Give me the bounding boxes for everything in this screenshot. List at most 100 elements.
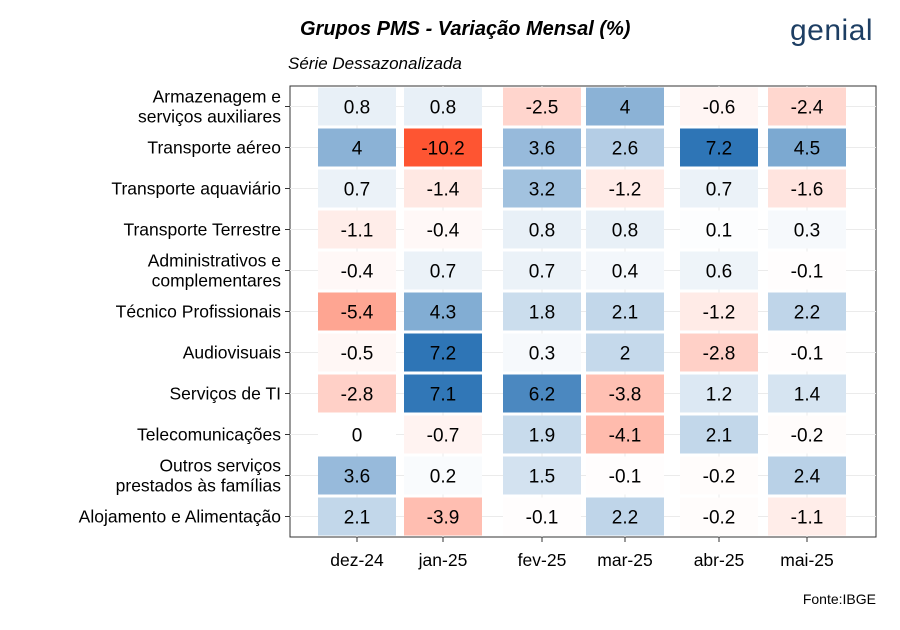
- y-tick-label: Audiovisuais: [183, 343, 281, 363]
- heatmap-cell: [503, 128, 581, 167]
- heatmap-cell: [318, 456, 396, 495]
- cell-value-label: -1.2: [609, 180, 642, 201]
- y-tick-label: Técnico Profissionais: [116, 302, 282, 322]
- cell-value-label: 0.2: [430, 467, 456, 488]
- cell-value-label: 2.2: [794, 303, 820, 324]
- heatmap-cell: [768, 87, 846, 126]
- cell-value-label: -0.1: [526, 508, 559, 529]
- cell-value-label: 1.5: [529, 467, 555, 488]
- cell-value-label: 0.7: [430, 262, 456, 283]
- cell-value-label: 4: [620, 98, 631, 119]
- cell-value-label: 4: [352, 139, 363, 160]
- heatmap-cell: [503, 169, 581, 208]
- cell-value-label: 0.1: [706, 221, 732, 242]
- heatmap-cell: [680, 292, 758, 331]
- heatmap-cell: [768, 333, 846, 372]
- heatmap-cell: [318, 415, 396, 454]
- heatmap-cell: [680, 497, 758, 536]
- cell-value-label: 2.4: [794, 467, 821, 488]
- cell-value-label: 6.2: [529, 385, 555, 406]
- x-tick-label: mar-25: [597, 550, 652, 570]
- cell-value-label: -2.5: [526, 98, 559, 119]
- cell-value-label: 3.2: [529, 180, 555, 201]
- source-caption: Fonte:IBGE: [802, 591, 876, 607]
- heatmap-cell: [586, 374, 664, 413]
- heatmap-cell: [586, 210, 664, 249]
- heatmap-cell: [503, 497, 581, 536]
- cell-value-label: -2.4: [791, 98, 824, 119]
- heatmap-cell: [768, 251, 846, 290]
- heatmap-cell: [503, 210, 581, 249]
- heatmap-cell: [404, 497, 482, 536]
- cell-value-label: -1.1: [791, 508, 824, 529]
- cell-value-label: 0.7: [706, 180, 732, 201]
- y-tick-label: Outros serviços prestados às famílias: [116, 456, 282, 496]
- heatmap-cell: [318, 374, 396, 413]
- cell-value-label: -1.2: [703, 303, 736, 324]
- cell-value-label: -3.9: [427, 508, 460, 529]
- cell-value-label: 3.6: [529, 139, 555, 160]
- heatmap-cell: [318, 497, 396, 536]
- heatmap-cell: [680, 169, 758, 208]
- cell-value-label: -0.5: [341, 344, 374, 365]
- heatmap-cell: [586, 87, 664, 126]
- cell-value-label: 1.4: [794, 385, 821, 406]
- heatmap-cell: [318, 128, 396, 167]
- y-tick-label: Transporte aéreo: [147, 138, 281, 158]
- heatmap-cell: [586, 415, 664, 454]
- cell-value-label: 0.6: [706, 262, 732, 283]
- cell-value-label: 2.6: [612, 139, 638, 160]
- cell-value-label: 0.3: [529, 344, 555, 365]
- cell-value-label: -0.2: [791, 426, 824, 447]
- heatmap-cell: [768, 374, 846, 413]
- heatmap-cell: [503, 87, 581, 126]
- heatmap-cell: [768, 128, 846, 167]
- cell-value-label: 7.2: [430, 344, 456, 365]
- cell-value-label: -0.1: [791, 262, 824, 283]
- heatmap-cell: [503, 333, 581, 372]
- y-tick-label: Telecomunicações: [137, 425, 281, 445]
- heatmap-cell: [768, 415, 846, 454]
- cell-value-label: -2.8: [703, 344, 736, 365]
- cell-value-label: -5.4: [341, 303, 374, 324]
- cell-value-label: 0.8: [344, 98, 370, 119]
- cell-value-label: -0.6: [703, 98, 736, 119]
- heatmap-cell: [318, 169, 396, 208]
- cell-value-label: 0.8: [430, 98, 456, 119]
- heatmap-cell: [586, 169, 664, 208]
- cell-value-label: 0.4: [612, 262, 639, 283]
- cell-value-label: 7.2: [706, 139, 732, 160]
- cell-value-label: -0.7: [427, 426, 460, 447]
- cell-value-label: 2.1: [612, 303, 638, 324]
- x-tick-label: abr-25: [694, 550, 745, 570]
- heatmap-cell: [318, 292, 396, 331]
- heatmap-cell: [404, 169, 482, 208]
- heatmap-cell: [680, 456, 758, 495]
- heatmap-cell: [503, 374, 581, 413]
- cell-value-label: 1.2: [706, 385, 732, 406]
- cell-value-label: 4.3: [430, 303, 456, 324]
- heatmap-cell: [404, 374, 482, 413]
- cell-value-label: -1.4: [427, 180, 460, 201]
- cell-value-label: 0.3: [794, 221, 820, 242]
- heatmap-cell: [680, 251, 758, 290]
- cell-value-label: 2: [620, 344, 631, 365]
- heatmap-cell: [768, 169, 846, 208]
- heatmap-cell: [503, 292, 581, 331]
- cell-value-label: 0.8: [529, 221, 555, 242]
- x-tick-label: dez-24: [330, 550, 384, 570]
- cell-value-label: 4.5: [794, 139, 820, 160]
- heatmap-cell: [404, 87, 482, 126]
- heatmap-cell: [318, 251, 396, 290]
- cell-value-label: 0.8: [612, 221, 638, 242]
- cell-value-label: -0.2: [703, 508, 736, 529]
- cell-value-label: 2.1: [706, 426, 732, 447]
- heatmap-cell: [680, 415, 758, 454]
- heatmap-cell: [318, 87, 396, 126]
- x-tick-label: mai-25: [780, 550, 834, 570]
- cell-value-label: -2.8: [341, 385, 374, 406]
- cell-value-label: 2.1: [344, 508, 370, 529]
- chart-subtitle: Série Dessazonalizada: [288, 54, 462, 73]
- heatmap-cell: [404, 210, 482, 249]
